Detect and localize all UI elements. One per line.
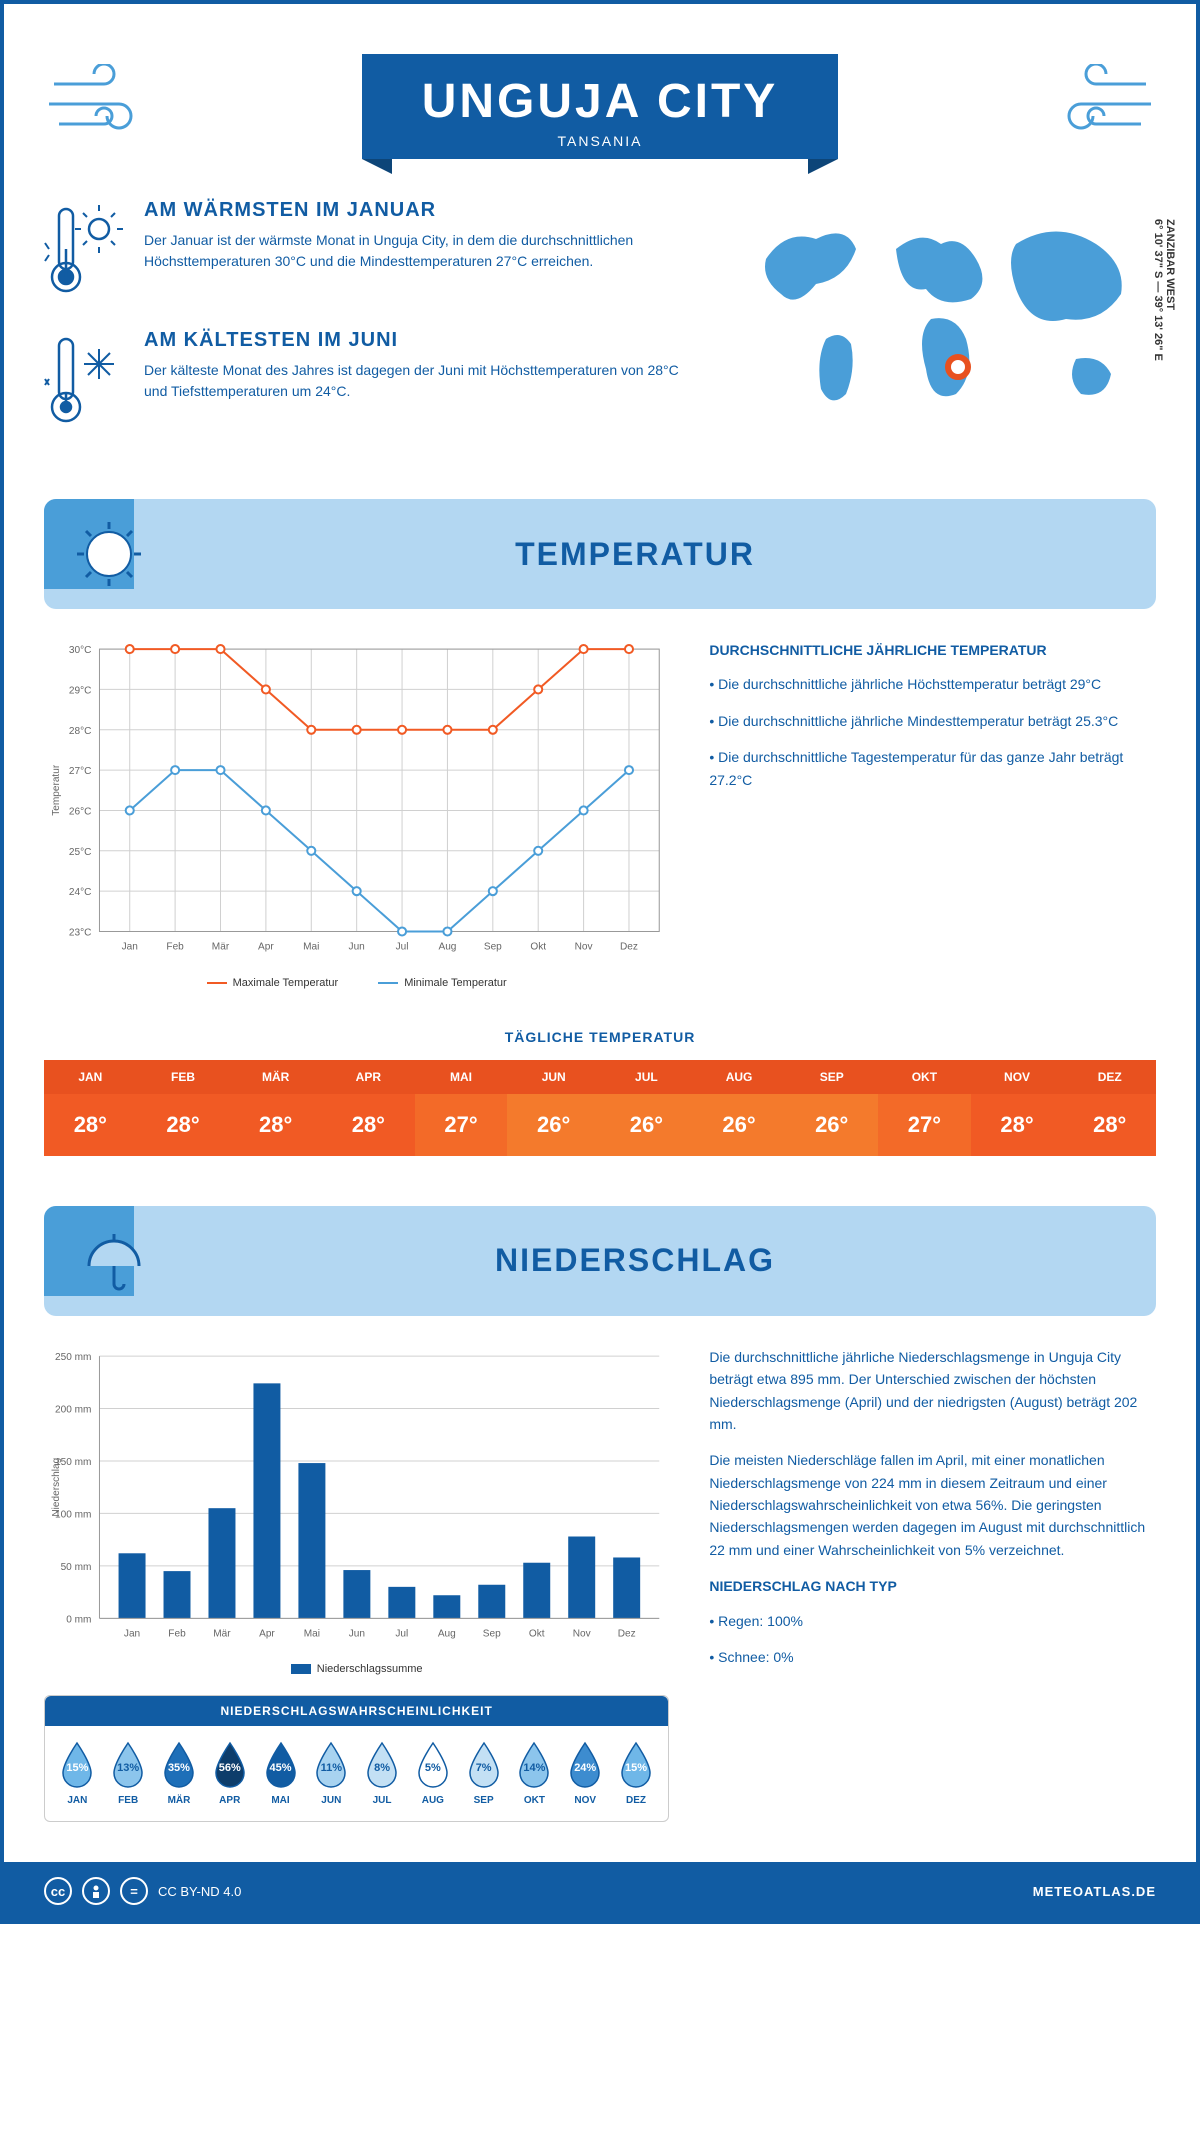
footer: cc = CC BY-ND 4.0 METEOATLAS.DE <box>4 1862 1196 1920</box>
warmest-title: AM WÄRMSTEN IM JANUAR <box>144 199 696 222</box>
svg-text:Feb: Feb <box>168 1628 186 1639</box>
svg-text:Apr: Apr <box>259 1628 275 1639</box>
svg-text:Jun: Jun <box>349 942 365 953</box>
svg-text:Apr: Apr <box>258 942 274 953</box>
svg-text:Niederschlag: Niederschlag <box>51 1458 62 1517</box>
umbrella-icon <box>74 1226 144 1296</box>
world-map: ZANZIBAR WEST6° 10' 37" S — 39° 13' 26" … <box>736 199 1156 459</box>
daily-col: AUG26° <box>693 1060 786 1156</box>
svg-text:Mär: Mär <box>212 942 230 953</box>
daily-col: JUN26° <box>507 1060 600 1156</box>
cc-icon: cc <box>44 1877 72 1905</box>
svg-text:23°C: 23°C <box>69 928 92 939</box>
temp-title: TEMPERATUR <box>144 536 1126 573</box>
svg-text:250 mm: 250 mm <box>55 1352 91 1363</box>
prob-item: 35%MÄR <box>155 1741 204 1806</box>
svg-text:29°C: 29°C <box>69 685 92 696</box>
svg-text:Dez: Dez <box>618 1628 636 1639</box>
site-name: METEOATLAS.DE <box>1033 1884 1156 1899</box>
svg-text:Okt: Okt <box>530 942 546 953</box>
svg-text:Jul: Jul <box>396 942 409 953</box>
nd-icon: = <box>120 1877 148 1905</box>
svg-text:Sep: Sep <box>483 1628 501 1639</box>
svg-text:27°C: 27°C <box>69 766 92 777</box>
svg-text:28°C: 28°C <box>69 726 92 737</box>
svg-text:Jun: Jun <box>349 1628 365 1639</box>
license-text: CC BY-ND 4.0 <box>158 1884 241 1899</box>
daily-col: JUL26° <box>600 1060 693 1156</box>
daily-temp-table: JAN28°FEB28°MÄR28°APR28°MAI27°JUN26°JUL2… <box>44 1060 1156 1156</box>
country-label: TANSANIA <box>422 133 779 149</box>
coldest-text: Der kälteste Monat des Jahres ist dagege… <box>144 360 696 402</box>
prob-item: 15%DEZ <box>612 1741 661 1806</box>
temp-section-header: TEMPERATUR <box>44 499 1156 609</box>
svg-text:0 mm: 0 mm <box>66 1614 91 1625</box>
by-icon <box>82 1877 110 1905</box>
prob-item: 15%JAN <box>53 1741 102 1806</box>
temp-description: DURCHSCHNITTLICHE JÄHRLICHE TEMPERATUR •… <box>709 639 1156 989</box>
daily-col: OKT27° <box>878 1060 971 1156</box>
temperature-line-chart: 23°C 24°C 25°C 26°C 27°C 28°C 29°C 30°C Jan Feb Mä… <box>44 639 669 962</box>
svg-text:Nov: Nov <box>573 1628 591 1639</box>
svg-text:25°C: 25°C <box>69 847 92 858</box>
daily-col: SEP26° <box>785 1060 878 1156</box>
svg-text:Mär: Mär <box>213 1628 231 1639</box>
prob-item: 5%AUG <box>408 1741 457 1806</box>
precipitation-bar-chart: 0 mm50 mm100 mm150 mm200 mm250 mmJanFebM… <box>44 1346 669 1649</box>
precip-section-header: NIEDERSCHLAG <box>44 1206 1156 1316</box>
sun-icon <box>74 519 144 589</box>
probability-box: NIEDERSCHLAGSWAHRSCHEINLICHKEIT 15%JAN13… <box>44 1695 669 1822</box>
svg-text:24°C: 24°C <box>69 887 92 898</box>
daily-temp-title: TÄGLICHE TEMPERATUR <box>44 1029 1156 1045</box>
temp-legend: Maximale TemperaturMinimale Temperatur <box>44 977 669 989</box>
svg-text:Mai: Mai <box>304 1628 320 1639</box>
header: UNGUJA CITY TANSANIA <box>44 34 1156 199</box>
wind-icon <box>44 64 164 144</box>
svg-text:Jan: Jan <box>124 1628 140 1639</box>
svg-text:Mai: Mai <box>303 942 319 953</box>
svg-text:50 mm: 50 mm <box>61 1562 92 1573</box>
prob-title: NIEDERSCHLAGSWAHRSCHEINLICHKEIT <box>45 1696 668 1726</box>
thermometer-sun-icon <box>44 199 124 299</box>
svg-text:Feb: Feb <box>166 942 184 953</box>
prob-item: 14%OKT <box>510 1741 559 1806</box>
daily-col: NOV28° <box>971 1060 1064 1156</box>
svg-text:26°C: 26°C <box>69 806 92 817</box>
svg-text:Nov: Nov <box>575 942 593 953</box>
precip-legend: Niederschlagssumme <box>44 1663 669 1675</box>
prob-item: 8%JUL <box>358 1741 407 1806</box>
thermometer-snow-icon <box>44 329 124 429</box>
prob-item: 24%NOV <box>561 1741 610 1806</box>
svg-text:200 mm: 200 mm <box>55 1404 91 1415</box>
coordinates: ZANZIBAR WEST6° 10' 37" S — 39° 13' 26" … <box>1152 219 1176 361</box>
svg-text:30°C: 30°C <box>69 645 92 656</box>
svg-text:Jan: Jan <box>122 942 138 953</box>
precip-description: Die durchschnittliche jährliche Niedersc… <box>709 1346 1156 1823</box>
svg-text:Aug: Aug <box>438 1628 456 1639</box>
prob-item: 11%JUN <box>307 1741 356 1806</box>
prob-item: 56%APR <box>205 1741 254 1806</box>
prob-item: 7%SEP <box>459 1741 508 1806</box>
coldest-title: AM KÄLTESTEN IM JUNI <box>144 329 696 352</box>
svg-text:Sep: Sep <box>484 942 502 953</box>
daily-col: MÄR28° <box>229 1060 322 1156</box>
daily-col: JAN28° <box>44 1060 137 1156</box>
warmest-block: AM WÄRMSTEN IM JANUAR Der Januar ist der … <box>44 199 696 299</box>
wind-icon <box>1036 64 1156 144</box>
daily-col: FEB28° <box>137 1060 230 1156</box>
prob-item: 13%FEB <box>104 1741 153 1806</box>
warmest-text: Der Januar ist der wärmste Monat in Ungu… <box>144 230 696 272</box>
svg-text:Jul: Jul <box>395 1628 408 1639</box>
daily-col: MAI27° <box>415 1060 508 1156</box>
precip-title: NIEDERSCHLAG <box>144 1242 1126 1279</box>
city-title: UNGUJA CITY <box>422 74 779 129</box>
svg-text:Aug: Aug <box>438 942 456 953</box>
daily-col: DEZ28° <box>1063 1060 1156 1156</box>
daily-col: APR28° <box>322 1060 415 1156</box>
svg-text:Okt: Okt <box>529 1628 545 1639</box>
svg-text:Temperatur: Temperatur <box>51 764 62 816</box>
prob-item: 45%MAI <box>256 1741 305 1806</box>
coldest-block: AM KÄLTESTEN IM JUNI Der kälteste Monat d… <box>44 329 696 429</box>
svg-text:Dez: Dez <box>620 942 638 953</box>
